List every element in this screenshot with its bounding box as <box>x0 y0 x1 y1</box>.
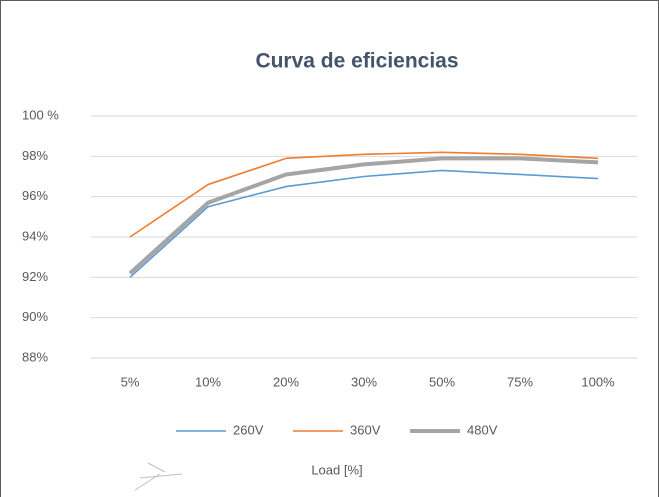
legend-label: 480V <box>467 422 498 437</box>
x-tick-label: 20% <box>273 374 299 389</box>
x-axis-label: Load [%] <box>311 462 362 477</box>
y-tick-label: 88% <box>22 349 48 364</box>
series-line <box>128 156 599 275</box>
series-line <box>129 151 599 238</box>
x-tick-label: 30% <box>351 374 377 389</box>
y-tick-label: 100 % <box>22 107 59 122</box>
y-tick-label: 94% <box>22 228 48 243</box>
y-tick-label: 98% <box>22 148 48 163</box>
legend-label: 360V <box>350 422 381 437</box>
x-tick-label: 50% <box>429 374 455 389</box>
scribble <box>134 462 183 491</box>
legend-label: 260V <box>233 422 264 437</box>
x-tick-label: 10% <box>195 374 221 389</box>
y-tick-label: 96% <box>22 188 48 203</box>
x-tick-label: 75% <box>507 374 533 389</box>
y-tick-label: 90% <box>22 309 48 324</box>
series-line <box>129 169 599 278</box>
chart-title: Curva de eficiencias <box>255 50 458 73</box>
x-tick-label: 5% <box>121 374 140 389</box>
x-tick-label: 100% <box>581 374 615 389</box>
y-tick-label: 92% <box>22 269 48 284</box>
